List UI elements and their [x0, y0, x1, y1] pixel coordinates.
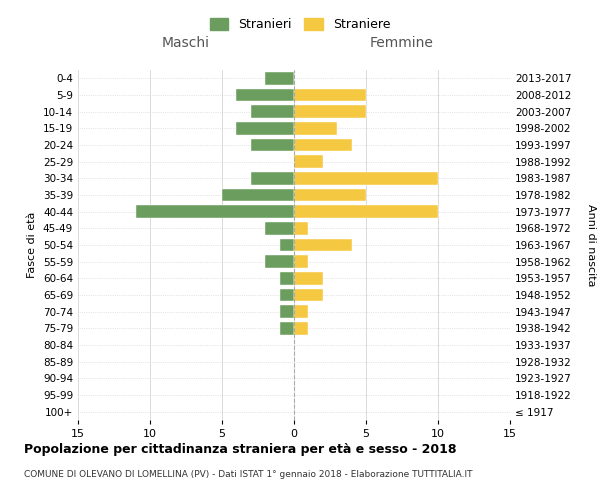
- Bar: [294, 306, 308, 318]
- Bar: [294, 256, 308, 268]
- Bar: [251, 106, 294, 118]
- Bar: [294, 272, 323, 284]
- Bar: [294, 156, 323, 168]
- Bar: [280, 306, 294, 318]
- Text: Popolazione per cittadinanza straniera per età e sesso - 2018: Popolazione per cittadinanza straniera p…: [24, 442, 457, 456]
- Bar: [294, 222, 308, 234]
- Bar: [136, 206, 294, 218]
- Y-axis label: Fasce di età: Fasce di età: [28, 212, 37, 278]
- Bar: [294, 322, 308, 334]
- Bar: [251, 138, 294, 151]
- Bar: [294, 188, 366, 201]
- Bar: [294, 239, 352, 251]
- Bar: [294, 206, 438, 218]
- Bar: [280, 322, 294, 334]
- Bar: [265, 256, 294, 268]
- Bar: [294, 289, 323, 301]
- Text: COMUNE DI OLEVANO DI LOMELLINA (PV) - Dati ISTAT 1° gennaio 2018 - Elaborazione : COMUNE DI OLEVANO DI LOMELLINA (PV) - Da…: [24, 470, 473, 479]
- Bar: [265, 222, 294, 234]
- Bar: [222, 188, 294, 201]
- Bar: [294, 138, 352, 151]
- Bar: [280, 239, 294, 251]
- Bar: [236, 89, 294, 101]
- Bar: [294, 122, 337, 134]
- Bar: [294, 172, 438, 184]
- Bar: [251, 172, 294, 184]
- Y-axis label: Anni di nascita: Anni di nascita: [586, 204, 596, 286]
- Bar: [280, 289, 294, 301]
- Text: Maschi: Maschi: [162, 36, 210, 50]
- Legend: Stranieri, Straniere: Stranieri, Straniere: [203, 11, 397, 38]
- Bar: [280, 272, 294, 284]
- Bar: [265, 72, 294, 85]
- Bar: [236, 122, 294, 134]
- Bar: [294, 89, 366, 101]
- Text: Femmine: Femmine: [370, 36, 434, 50]
- Bar: [294, 106, 366, 118]
